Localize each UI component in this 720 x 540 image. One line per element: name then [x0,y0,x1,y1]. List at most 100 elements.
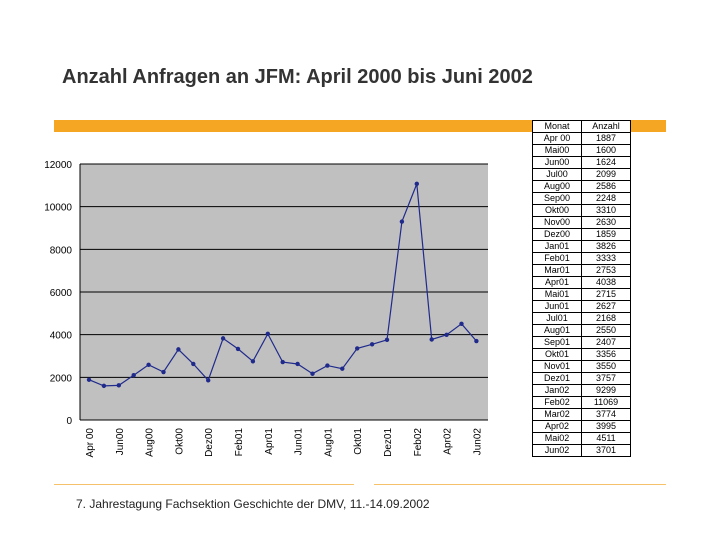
table-row: Mar02 3774 [532,408,631,421]
table-row: Feb01 3333 [532,252,631,265]
table-cell-count: 3310 [581,204,631,217]
table-cell-month: Dez00 [532,228,582,241]
table-cell-month: Jan02 [532,384,582,397]
table-cell-count: 2168 [581,312,631,325]
table-cell-count: 4511 [581,432,631,445]
table-row: Jun00 1624 [532,156,631,169]
table-cell-month: Aug00 [532,180,582,193]
y-tick-label: 6000 [50,288,73,299]
table-row: Jan01 3826 [532,240,631,253]
table-row: Aug00 2586 [532,180,631,193]
table-cell-count: 2550 [581,324,631,337]
y-tick-label: 4000 [50,331,73,342]
x-tick-label: Jun02 [472,428,483,456]
table-header-month: Monat [532,120,582,133]
series-line [88,183,477,387]
data-point [131,373,136,378]
table-row: Dez01 3757 [532,372,631,385]
table-cell-month: Mai01 [532,288,582,301]
x-tick-label: Jun01 [294,428,305,456]
data-table: Monat Anzahl Apr 00 1887 Mai00 1600 Jun00 162… [532,120,631,457]
table-cell-month: Aug01 [532,324,582,337]
table-cell-month: Mar01 [532,264,582,277]
table-cell-count: 1859 [581,228,631,241]
table-row: Dez00 1859 [532,228,631,241]
table-row: Mai02 4511 [532,432,631,445]
table-cell-count: 11069 [581,396,631,409]
table-row: Okt01 3356 [532,348,631,361]
data-point [295,361,300,367]
table-cell-month: Okt00 [532,204,582,217]
data-point [444,332,449,337]
table-row: Nov00 2630 [532,216,631,229]
accent-bar [54,120,666,132]
data-point [340,366,345,371]
table-row: Aug01 2550 [532,324,631,337]
x-tick-label: Okt00 [174,428,185,455]
table-header-count: Anzahl [581,120,631,133]
x-tick-label: Aug00 [145,428,156,457]
table-cell-month: Dez01 [532,372,582,385]
table-cell-count: 3995 [581,420,631,433]
y-tick-label: 12000 [44,160,72,171]
table-row: Mai00 1600 [532,144,631,157]
table-cell-count: 9299 [581,384,631,397]
table-cell-count: 3701 [581,444,631,457]
data-point [310,371,315,376]
table-row: Mai01 2715 [532,288,631,301]
data-point [116,383,122,388]
table-row: Sep01 2407 [532,336,631,349]
table-cell-count: 2099 [581,168,631,181]
table-cell-count: 2248 [581,192,631,205]
y-tick-label: 8000 [50,245,73,256]
x-tick-label: Dez01 [383,428,394,457]
table-cell-count: 1624 [581,156,631,169]
table-cell-month: Jul00 [532,168,582,181]
table-cell-month: Apr 00 [532,132,582,145]
table-row: Jul00 2099 [532,168,631,181]
table-cell-month: Jun00 [532,156,582,169]
table-cell-month: Jun01 [532,300,582,313]
data-point [206,378,211,383]
table-cell-count: 2407 [581,336,631,349]
x-tick-label: Aug01 [323,428,334,457]
y-tick-label: 10000 [44,203,72,214]
data-point [429,337,434,342]
x-tick-label: Apr01 [264,428,275,455]
data-point [191,361,196,367]
table-cell-month: Okt01 [532,348,582,361]
table-cell-month: Jul01 [532,312,582,325]
table-cell-count: 3774 [581,408,631,421]
table-cell-count: 2630 [581,216,631,229]
x-tick-label: Okt01 [353,428,364,455]
table-cell-count: 3757 [581,372,631,385]
data-point [265,331,270,337]
table-row: Jun01 2627 [532,300,631,313]
table-row: Jun02 3701 [532,444,631,457]
table-cell-month: Feb01 [532,252,582,265]
table-row: Okt00 3310 [532,204,631,217]
table-cell-count: 4038 [581,276,631,289]
data-point [146,362,151,368]
table-row: Mar01 2753 [532,264,631,277]
y-tick-label: 0 [66,416,72,427]
data-point [355,346,360,351]
x-tick-label: Jun00 [115,428,126,456]
table-cell-count: 3356 [581,348,631,361]
data-point [86,377,92,382]
data-point [280,359,285,365]
table-cell-count: 2627 [581,300,631,313]
table-cell-count: 2715 [581,288,631,301]
slide-title: Anzahl Anfragen an JFM: April 2000 bis J… [62,66,533,88]
y-tick-label: 2000 [50,373,73,384]
table-cell-count: 3333 [581,252,631,265]
table-cell-month: Nov00 [532,216,582,229]
table-cell-count: 2586 [581,180,631,193]
x-tick-label: Feb01 [234,428,245,457]
bottom-rule-right [374,484,666,485]
table-row: Jan02 9299 [532,384,631,397]
data-point [101,383,107,389]
table-row: Apr01 4038 [532,276,631,289]
data-point [250,359,256,364]
